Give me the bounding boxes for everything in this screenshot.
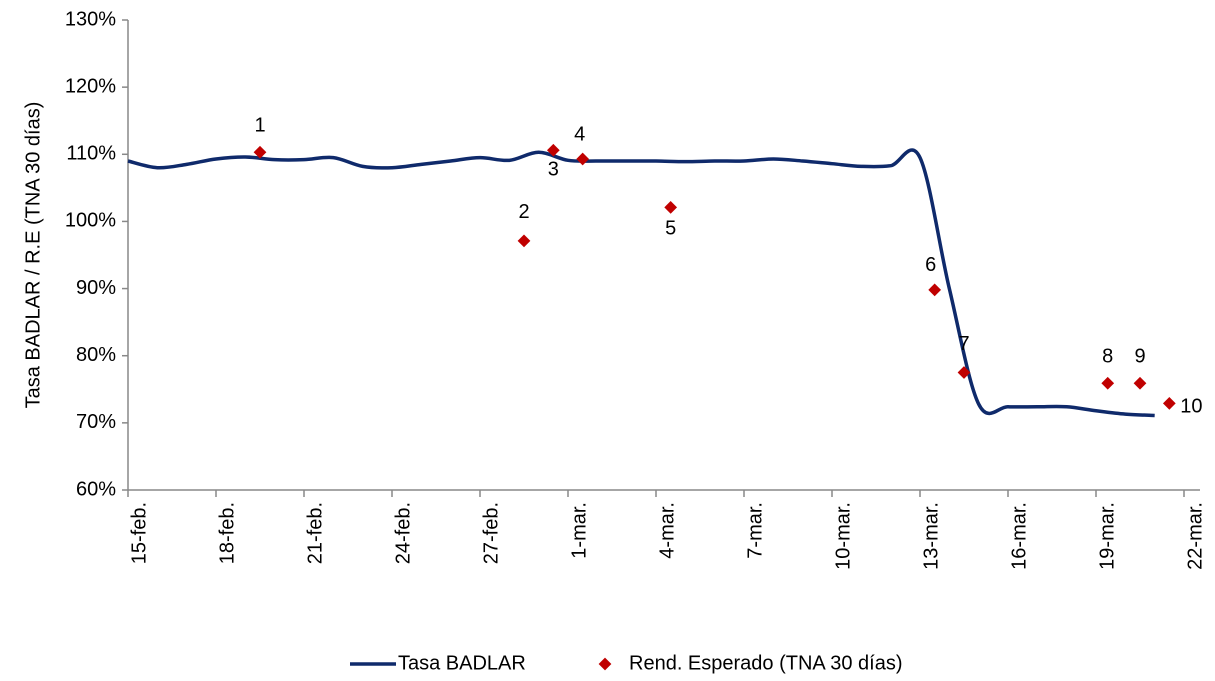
point-label: 10 <box>1180 396 1202 418</box>
x-tick-label: 15-feb. <box>128 502 150 564</box>
y-tick-label: 70% <box>76 411 116 433</box>
point <box>576 152 590 166</box>
point-label: 7 <box>958 333 969 355</box>
point-label: 3 <box>548 159 559 181</box>
point-label: 9 <box>1134 346 1145 368</box>
x-tick-label: 24-feb. <box>392 502 414 564</box>
line-series <box>127 148 1155 418</box>
y-tick-label: 90% <box>76 277 116 299</box>
x-tick-label: 4-mar. <box>656 502 678 559</box>
y-tick-label: 130% <box>65 8 116 30</box>
x-tick-label: 1-mar. <box>568 502 590 559</box>
point <box>928 283 942 297</box>
x-tick-label: 18-feb. <box>216 502 238 564</box>
legend-label: Rend. Esperado (TNA 30 días) <box>629 652 902 674</box>
y-tick-label: 120% <box>65 75 116 97</box>
point <box>253 145 267 159</box>
x-tick-label: 13-mar. <box>920 502 942 570</box>
legend-label: Tasa BADLAR <box>398 652 526 674</box>
legend-swatch <box>598 657 612 671</box>
point-label: 2 <box>518 201 529 223</box>
x-tick-label: 7-mar. <box>744 502 766 559</box>
x-tick-label: 22-mar. <box>1184 502 1206 570</box>
x-tick-label: 21-feb. <box>304 502 326 564</box>
x-tick-label: 19-mar. <box>1096 502 1118 570</box>
y-tick-label: 80% <box>76 344 116 366</box>
point-label: 6 <box>925 254 936 276</box>
x-tick-label: 27-feb. <box>480 502 502 564</box>
point <box>1101 376 1115 390</box>
point <box>517 234 531 248</box>
y-axis-label: Tasa BADLAR / R.E (TNA 30 días) <box>22 102 44 409</box>
point-label: 1 <box>254 115 265 137</box>
point <box>664 200 678 214</box>
y-tick-label: 100% <box>65 210 116 232</box>
y-tick-label: 60% <box>76 478 116 500</box>
y-tick-label: 110% <box>66 143 116 165</box>
point <box>1133 376 1147 390</box>
x-tick-label: 10-mar. <box>832 502 854 570</box>
x-tick-label: 16-mar. <box>1008 502 1030 570</box>
point-label: 4 <box>574 123 585 145</box>
point <box>1162 397 1176 410</box>
point-label: 5 <box>665 218 676 240</box>
point-label: 8 <box>1102 346 1113 368</box>
